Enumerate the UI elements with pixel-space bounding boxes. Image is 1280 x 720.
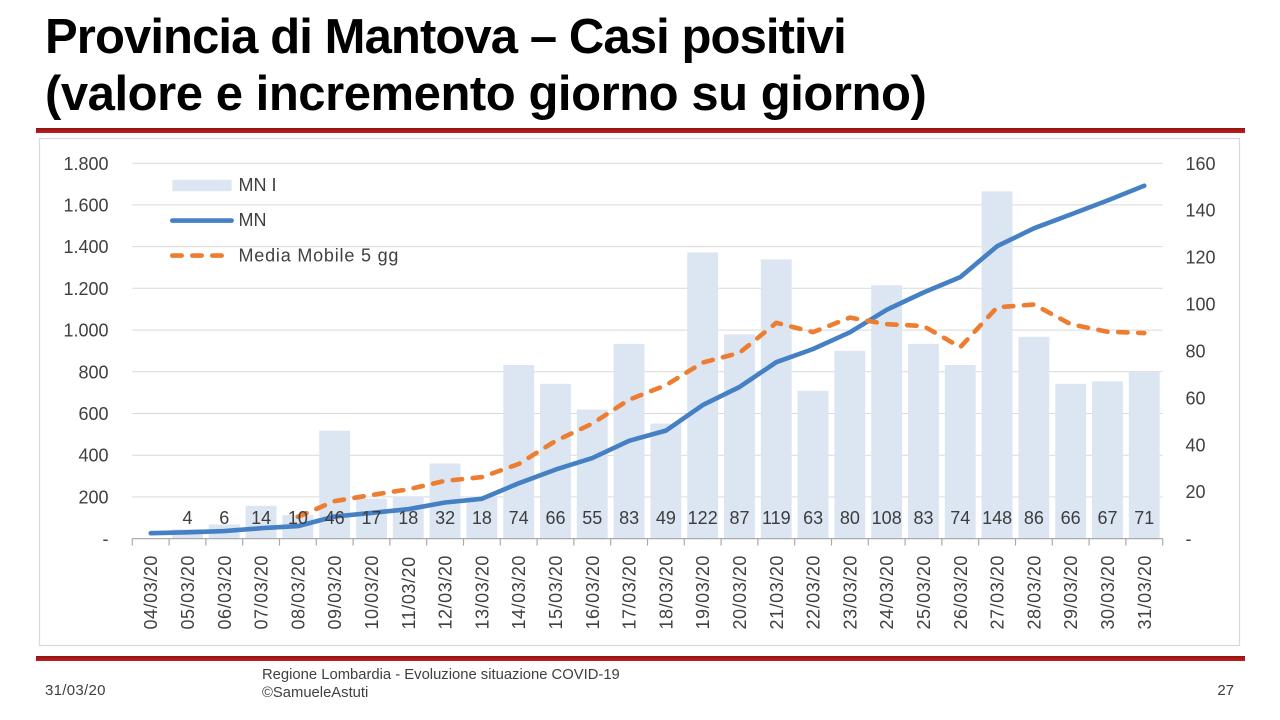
svg-text:22/03/20: 22/03/20	[804, 555, 824, 629]
svg-text:160: 160	[1186, 154, 1216, 174]
svg-text:18: 18	[398, 508, 418, 528]
svg-text:63: 63	[803, 508, 823, 528]
svg-text:55: 55	[582, 508, 602, 528]
svg-text:87: 87	[729, 508, 749, 528]
svg-text:83: 83	[619, 508, 639, 528]
svg-text:17/03/20: 17/03/20	[620, 555, 640, 629]
svg-text:400: 400	[78, 446, 108, 466]
svg-text:67: 67	[1097, 508, 1117, 528]
svg-text:100: 100	[1186, 295, 1216, 315]
svg-text:24/03/20: 24/03/20	[877, 555, 897, 629]
svg-text:21/03/20: 21/03/20	[767, 555, 787, 629]
svg-text:15/03/20: 15/03/20	[546, 555, 566, 629]
svg-text:1.800: 1.800	[63, 154, 108, 174]
svg-text:31/03/20: 31/03/20	[1135, 555, 1155, 629]
svg-text:-: -	[103, 529, 109, 549]
svg-text:MN I: MN I	[239, 175, 277, 195]
svg-text:200: 200	[78, 487, 108, 507]
svg-text:12/03/20: 12/03/20	[436, 555, 456, 629]
svg-text:16/03/20: 16/03/20	[583, 555, 603, 629]
svg-text:80: 80	[1186, 342, 1206, 362]
svg-text:07/03/20: 07/03/20	[252, 555, 272, 629]
svg-text:86: 86	[1024, 508, 1044, 528]
svg-text:MN: MN	[239, 210, 267, 230]
svg-text:-: -	[1186, 529, 1192, 549]
svg-text:23/03/20: 23/03/20	[840, 555, 860, 629]
svg-text:17: 17	[361, 508, 381, 528]
svg-text:05/03/20: 05/03/20	[178, 555, 198, 629]
svg-text:20/03/20: 20/03/20	[730, 555, 750, 629]
svg-text:10/03/20: 10/03/20	[362, 555, 382, 629]
svg-text:148: 148	[982, 508, 1012, 528]
svg-text:4: 4	[182, 508, 192, 528]
svg-text:29/03/20: 29/03/20	[1061, 555, 1081, 629]
svg-text:10: 10	[288, 508, 308, 528]
svg-text:09/03/20: 09/03/20	[325, 555, 345, 629]
svg-text:6: 6	[219, 508, 229, 528]
svg-text:1.200: 1.200	[63, 279, 108, 299]
svg-text:71: 71	[1134, 508, 1154, 528]
svg-text:14/03/20: 14/03/20	[509, 555, 529, 629]
svg-text:1.600: 1.600	[63, 196, 108, 216]
svg-text:06/03/20: 06/03/20	[215, 555, 235, 629]
svg-text:119: 119	[762, 508, 791, 528]
svg-text:74: 74	[950, 508, 970, 528]
svg-text:08/03/20: 08/03/20	[288, 555, 308, 629]
svg-text:49: 49	[656, 508, 676, 528]
svg-text:140: 140	[1186, 201, 1216, 221]
svg-text:27/03/20: 27/03/20	[988, 555, 1008, 629]
svg-text:1.400: 1.400	[63, 237, 108, 257]
svg-text:18: 18	[472, 508, 492, 528]
svg-text:1.000: 1.000	[63, 321, 108, 341]
svg-text:Media Mobile 5 gg: Media Mobile 5 gg	[239, 245, 400, 265]
svg-text:60: 60	[1186, 388, 1206, 408]
svg-text:66: 66	[545, 508, 565, 528]
svg-text:600: 600	[78, 404, 108, 424]
svg-text:32: 32	[435, 508, 455, 528]
svg-text:108: 108	[872, 508, 902, 528]
svg-text:04/03/20: 04/03/20	[141, 555, 161, 629]
svg-text:18/03/20: 18/03/20	[656, 555, 676, 629]
svg-text:14: 14	[251, 508, 271, 528]
svg-text:13/03/20: 13/03/20	[472, 555, 492, 629]
svg-text:28/03/20: 28/03/20	[1024, 555, 1044, 629]
svg-text:19/03/20: 19/03/20	[693, 555, 713, 629]
svg-text:83: 83	[913, 508, 933, 528]
svg-text:26/03/20: 26/03/20	[951, 555, 971, 629]
svg-text:11/03/20: 11/03/20	[399, 556, 419, 629]
svg-text:30/03/20: 30/03/20	[1098, 555, 1118, 629]
svg-text:74: 74	[509, 508, 529, 528]
svg-text:25/03/20: 25/03/20	[914, 555, 934, 629]
svg-text:120: 120	[1186, 248, 1216, 268]
svg-text:46: 46	[325, 508, 345, 528]
svg-text:80: 80	[840, 508, 860, 528]
svg-text:66: 66	[1061, 508, 1081, 528]
svg-text:800: 800	[78, 362, 108, 382]
svg-text:122: 122	[688, 508, 718, 528]
svg-text:20: 20	[1186, 482, 1206, 502]
svg-text:40: 40	[1186, 435, 1206, 455]
